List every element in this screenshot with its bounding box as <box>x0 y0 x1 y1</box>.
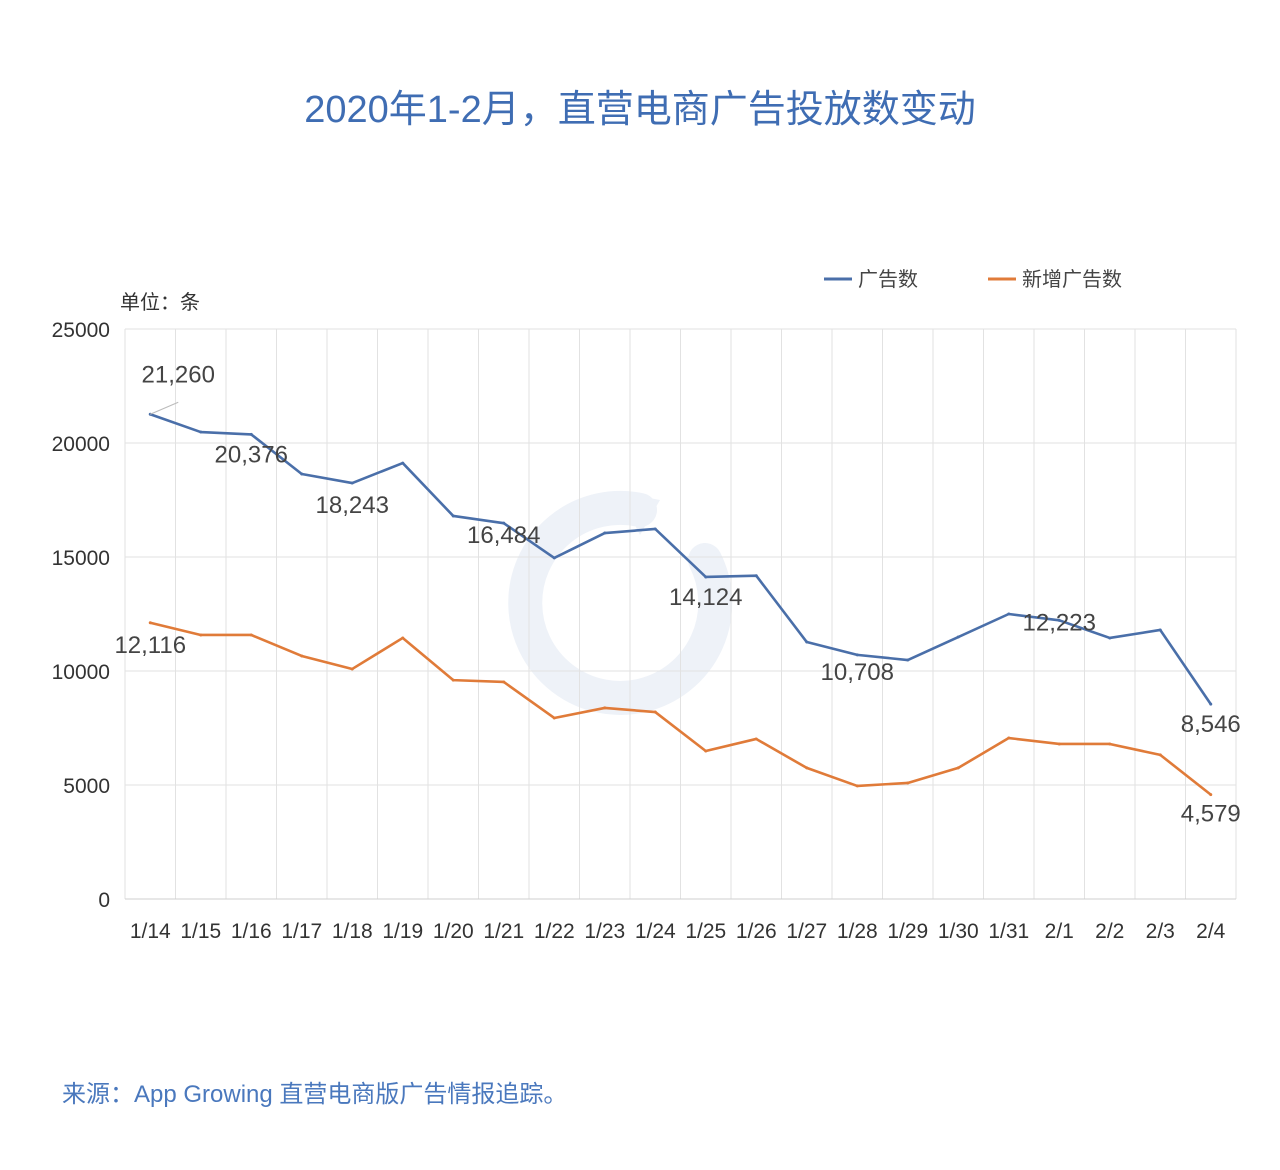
data-point <box>704 749 708 753</box>
data-point <box>300 654 304 658</box>
data-point <box>603 706 607 710</box>
y-tick-label: 20000 <box>52 433 110 456</box>
data-label: 4,579 <box>1181 801 1241 828</box>
data-point <box>401 636 405 640</box>
series-line-2 <box>149 621 1212 796</box>
data-point <box>1108 742 1112 746</box>
data-label: 12,223 <box>1023 609 1096 636</box>
x-tick-label: 1/27 <box>786 920 827 943</box>
y-tick-label: 15000 <box>52 547 110 570</box>
data-label: 12,116 <box>114 632 186 659</box>
chart-title: 2020年1-2月，直营电商广告投放数变动 <box>304 89 976 131</box>
data-point <box>451 678 455 682</box>
data-point <box>704 575 708 579</box>
x-tick-label: 1/17 <box>281 920 322 943</box>
x-tick-label: 1/20 <box>433 920 474 943</box>
data-label: 8,546 <box>1181 711 1241 738</box>
x-tick-label: 1/18 <box>332 920 373 943</box>
legend-label-2: 新增广告数 <box>1022 268 1122 291</box>
x-tick-label: 1/24 <box>635 920 676 943</box>
x-tick-label: 2/3 <box>1146 920 1175 943</box>
data-point <box>1007 736 1011 740</box>
y-tick-label: 25000 <box>52 319 110 342</box>
data-label: 21,260 <box>142 361 215 388</box>
x-tick-label: 1/23 <box>584 920 625 943</box>
data-label: 10,708 <box>821 659 894 686</box>
data-point <box>451 514 455 518</box>
data-point <box>249 633 253 637</box>
data-point <box>552 716 556 720</box>
data-label: 14,124 <box>669 584 742 611</box>
data-point <box>805 766 809 770</box>
data-point <box>300 472 304 476</box>
legend-label-1: 广告数 <box>858 268 918 291</box>
x-tick-label: 1/21 <box>483 920 524 943</box>
y-tick-label: 0 <box>98 889 110 912</box>
data-point <box>1057 618 1061 622</box>
data-point <box>855 653 859 657</box>
x-tick-label: 1/14 <box>130 920 171 943</box>
source-note: 来源：App Growing 直营电商版广告情报追踪。 <box>62 1081 568 1108</box>
data-point <box>855 784 859 788</box>
data-point <box>956 766 960 770</box>
y-tick-label: 10000 <box>52 661 110 684</box>
x-tick-label: 1/22 <box>534 920 575 943</box>
data-point <box>401 461 405 465</box>
data-point <box>906 781 910 785</box>
data-point <box>1158 628 1162 632</box>
x-tick-label: 1/19 <box>382 920 423 943</box>
data-point <box>148 621 152 625</box>
data-label: 16,484 <box>467 522 540 549</box>
x-tick-label: 1/15 <box>180 920 221 943</box>
data-point <box>805 640 809 644</box>
x-tick-label: 1/26 <box>736 920 777 943</box>
data-point <box>653 527 657 531</box>
x-tick-label: 1/28 <box>837 920 878 943</box>
data-point <box>603 531 607 535</box>
x-tick-label: 2/1 <box>1045 920 1074 943</box>
data-point <box>754 737 758 741</box>
unit-label: 单位：条 <box>120 291 200 314</box>
x-tick-label: 1/31 <box>988 920 1029 943</box>
data-point <box>956 635 960 639</box>
x-tick-label: 1/30 <box>938 920 979 943</box>
x-tick-label: 2/4 <box>1196 920 1226 943</box>
data-point <box>199 633 203 637</box>
data-point <box>906 658 910 662</box>
data-point <box>552 556 556 560</box>
data-point <box>1108 636 1112 640</box>
x-tick-label: 1/16 <box>231 920 272 943</box>
data-point <box>350 481 354 485</box>
watermark-arrow-icon <box>618 492 660 535</box>
data-point <box>1007 612 1011 616</box>
data-point <box>1057 742 1061 746</box>
watermark-logo-icon <box>508 491 733 715</box>
data-point <box>1158 753 1162 757</box>
data-point <box>502 521 506 525</box>
data-point <box>653 710 657 714</box>
data-point <box>249 432 253 436</box>
x-tick-label: 1/29 <box>887 920 928 943</box>
data-label: 18,243 <box>316 492 389 519</box>
series-line-1 <box>149 413 1212 705</box>
data-label: 20,376 <box>215 441 288 468</box>
data-point <box>350 667 354 671</box>
data-point <box>1209 793 1213 797</box>
data-point <box>199 430 203 434</box>
x-tick-label: 1/25 <box>685 920 726 943</box>
x-tick-label: 2/2 <box>1095 920 1124 943</box>
data-point <box>502 680 506 684</box>
y-tick-label: 5000 <box>63 775 110 798</box>
data-point <box>754 574 758 578</box>
data-point <box>1209 702 1213 706</box>
leader-line <box>150 401 179 415</box>
